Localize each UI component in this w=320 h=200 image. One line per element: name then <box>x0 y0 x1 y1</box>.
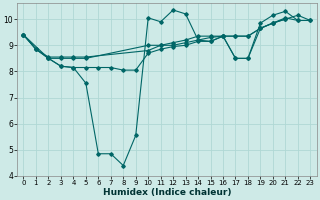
X-axis label: Humidex (Indice chaleur): Humidex (Indice chaleur) <box>103 188 231 197</box>
